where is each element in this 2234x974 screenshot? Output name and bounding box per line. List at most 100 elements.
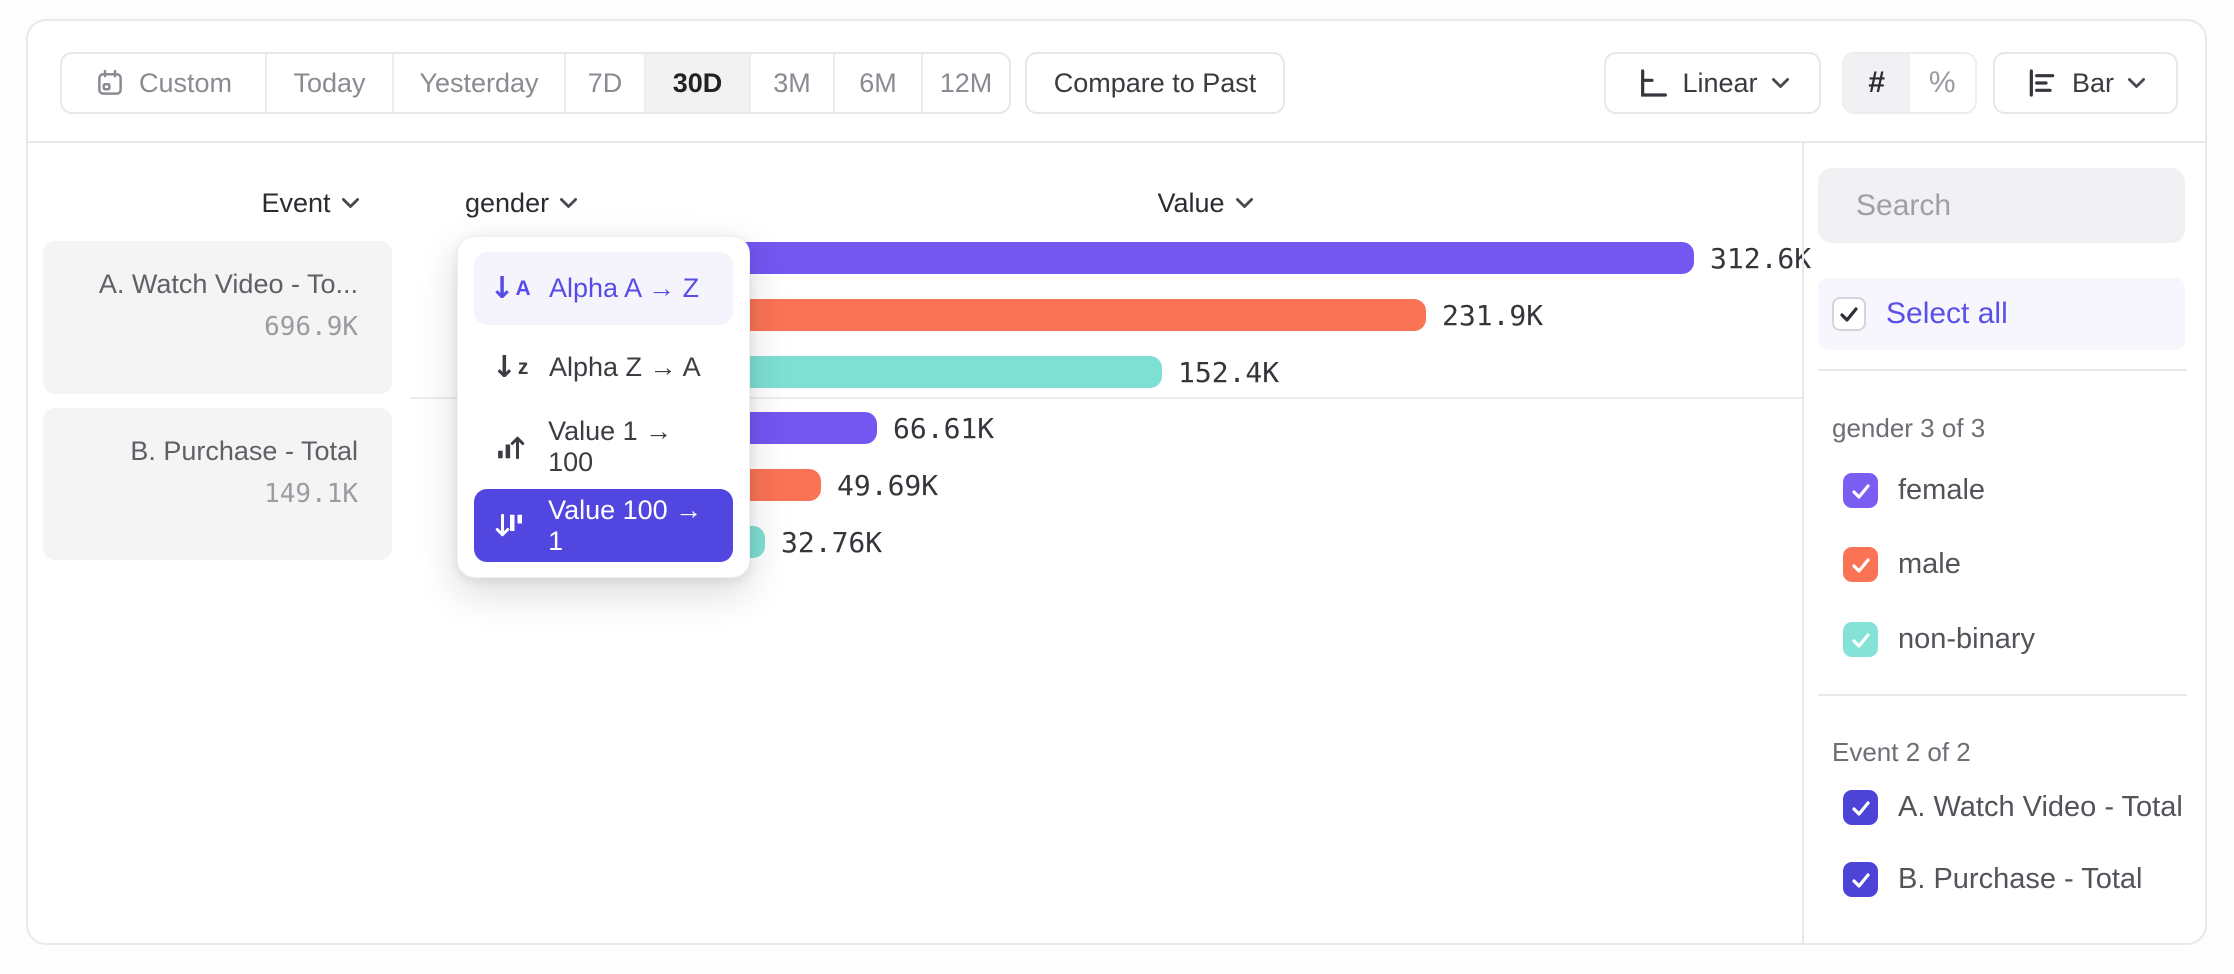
chevron-down-icon: [560, 198, 578, 208]
breakdown-column-header[interactable]: gender: [465, 186, 578, 220]
scale-dropdown[interactable]: Linear: [1604, 52, 1821, 114]
sort-value-desc-icon: [488, 511, 531, 541]
event-card-watch-video[interactable]: A. Watch Video - To... 696.9K: [43, 241, 392, 394]
bar-row: 312.6K: [656, 241, 1812, 275]
sidebar-section-divider: [1818, 694, 2187, 696]
compare-to-past-label: Compare to Past: [1053, 67, 1257, 98]
range-12m-button[interactable]: 12M: [923, 54, 1009, 112]
sort-alpha-asc-icon: ↓ A: [489, 270, 531, 306]
bar-female-a[interactable]: [656, 242, 1694, 274]
range-30d-label: 30D: [672, 67, 723, 98]
select-all-checkbox[interactable]: [1832, 297, 1866, 331]
event-total: 149.1K: [264, 479, 358, 509]
sort-dropdown-menu: ↓ A Alpha A → Z ↓ z Alpha Z → A Value 1 → …: [457, 236, 750, 578]
nonbinary-checkbox[interactable]: [1843, 622, 1878, 657]
range-yesterday-label: Yesterday: [419, 67, 539, 98]
check-icon: [1840, 307, 1858, 322]
sort-option-value-desc[interactable]: Value 100 → 1: [474, 489, 733, 562]
sort-option-label: Alpha Z → A: [549, 352, 701, 382]
bar-row: 231.9K: [656, 298, 1544, 332]
sidebar-section-divider: [1818, 369, 2187, 371]
breakdown-header-label: gender: [465, 187, 550, 218]
event-section-label: Event 2 of 2: [1832, 737, 1971, 767]
check-icon: [1851, 872, 1870, 888]
linear-axis-icon: [1641, 69, 1668, 97]
bar-value-label: 152.4K: [1178, 355, 1280, 389]
sort-alpha-desc-icon: ↓ z: [491, 349, 529, 385]
chevron-down-icon: [1771, 78, 1789, 88]
range-custom-button[interactable]: Custom: [62, 54, 267, 112]
bar-value-label: 49.69K: [837, 468, 939, 502]
watch-video-label: A. Watch Video - Total: [1898, 791, 2183, 823]
filter-row-watch-video[interactable]: A. Watch Video - Total: [1843, 790, 2183, 825]
check-icon: [1851, 800, 1870, 816]
chevron-down-icon: [2128, 78, 2146, 88]
sort-option-value-asc[interactable]: Value 1 → 100: [474, 410, 733, 483]
female-label: female: [1898, 474, 1986, 506]
male-label: male: [1898, 548, 1961, 580]
range-today-label: Today: [293, 67, 366, 98]
event-card-purchase[interactable]: B. Purchase - Total 149.1K: [43, 408, 392, 560]
range-today-button[interactable]: Today: [267, 54, 394, 112]
bar-value-label: 312.6K: [1710, 241, 1812, 275]
filter-row-nonbinary[interactable]: non-binary: [1843, 622, 2035, 657]
search-input[interactable]: [1856, 188, 2234, 223]
toolbar-divider: [28, 141, 2205, 143]
purchase-checkbox[interactable]: [1843, 862, 1878, 897]
bar-male-a[interactable]: [656, 299, 1426, 331]
event-column-header[interactable]: Event: [230, 186, 390, 220]
event-name: A. Watch Video - To...: [98, 269, 358, 299]
range-7d-button[interactable]: 7D: [566, 54, 646, 112]
range-3m-label: 3M: [773, 67, 811, 98]
watch-video-checkbox[interactable]: [1843, 790, 1878, 825]
event-header-label: Event: [261, 187, 331, 218]
absolute-number-toggle[interactable]: #: [1844, 54, 1910, 112]
range-yesterday-button[interactable]: Yesterday: [394, 54, 566, 112]
range-30d-button[interactable]: 30D: [646, 54, 751, 112]
male-checkbox[interactable]: [1843, 547, 1878, 582]
chevron-down-icon: [341, 198, 359, 208]
select-all-label: Select all: [1886, 297, 2008, 330]
number-symbol: #: [1868, 66, 1886, 99]
scale-label: Linear: [1682, 67, 1758, 98]
purchase-label: B. Purchase - Total: [1898, 863, 2143, 895]
female-checkbox[interactable]: [1843, 473, 1878, 508]
chevron-down-icon: [1235, 198, 1253, 208]
sort-option-alpha-desc[interactable]: ↓ z Alpha Z → A: [474, 331, 733, 404]
event-total: 696.9K: [264, 312, 358, 342]
bar-chart-icon: [2029, 69, 2055, 97]
select-all-row[interactable]: Select all: [1818, 278, 2185, 350]
value-format-toggle: # %: [1842, 52, 1977, 114]
percent-symbol: %: [1928, 66, 1956, 99]
percent-toggle[interactable]: %: [1910, 54, 1976, 112]
range-6m-button[interactable]: 6M: [835, 54, 923, 112]
compare-to-past-button[interactable]: Compare to Past: [1025, 52, 1285, 114]
value-column-header[interactable]: Value: [1125, 186, 1285, 220]
bar-value-label: 231.9K: [1442, 298, 1544, 332]
sidebar-divider: [1802, 142, 1804, 943]
chart-type-label: Bar: [2071, 67, 2115, 98]
sidebar-search[interactable]: [1818, 168, 2234, 243]
sort-option-label: Alpha A → Z: [549, 273, 700, 303]
event-name: B. Purchase - Total: [130, 436, 358, 466]
range-custom-label: Custom: [138, 67, 233, 98]
sort-option-alpha-asc[interactable]: ↓ A Alpha A → Z: [474, 252, 733, 325]
range-12m-label: 12M: [939, 67, 993, 98]
bar-value-label: 66.61K: [893, 411, 995, 445]
filter-row-male[interactable]: male: [1843, 547, 1961, 582]
filter-row-female[interactable]: female: [1843, 473, 1985, 508]
date-range-group: Custom Today Yesterday 7D 30D 3M 6M 12M: [60, 52, 1011, 114]
check-icon: [1851, 483, 1870, 499]
check-icon: [1851, 557, 1870, 573]
filter-row-purchase[interactable]: B. Purchase - Total: [1843, 862, 2142, 897]
range-7d-label: 7D: [587, 67, 623, 98]
nonbinary-label: non-binary: [1898, 623, 2036, 655]
chart-type-dropdown[interactable]: Bar: [1993, 52, 2178, 114]
event-group-divider: [410, 397, 1802, 399]
bar-value-label: 32.76K: [781, 525, 883, 559]
gender-section-label: gender 3 of 3: [1832, 413, 1986, 443]
range-3m-button[interactable]: 3M: [751, 54, 835, 112]
check-icon: [1851, 632, 1870, 648]
calendar-icon: [98, 69, 122, 95]
